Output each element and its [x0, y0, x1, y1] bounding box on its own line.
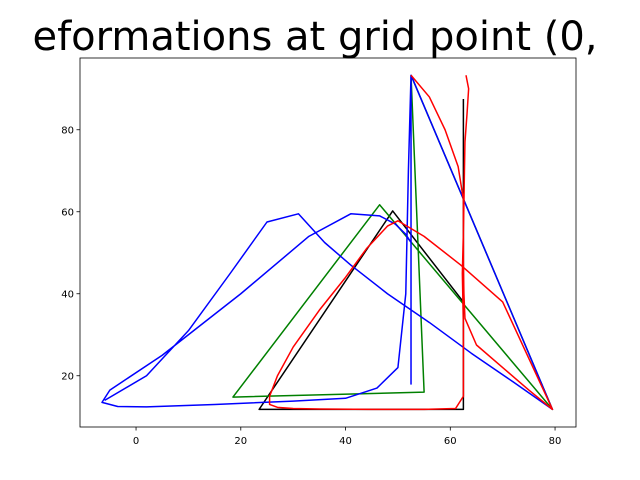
series-line-2	[101, 74, 554, 411]
x-tick-label: 40	[339, 436, 352, 447]
series-line-3	[268, 74, 554, 411]
plot-area	[101, 74, 554, 411]
x-tick-label: 60	[444, 436, 457, 447]
x-tick-label: 80	[549, 436, 562, 447]
y-tick-label: 60	[61, 207, 74, 218]
y-tick-label: 20	[61, 371, 74, 382]
x-axis: 0 20 40 60 80	[133, 427, 562, 447]
y-tick-label: 80	[61, 125, 74, 136]
x-tick-label: 0	[133, 436, 139, 447]
chart-title: eformations at grid point (0,	[32, 14, 597, 60]
x-tick-label: 20	[234, 436, 247, 447]
axes-frame	[79, 57, 577, 428]
y-axis: 20 40 60 80	[61, 125, 80, 382]
y-tick-label: 40	[61, 289, 74, 300]
